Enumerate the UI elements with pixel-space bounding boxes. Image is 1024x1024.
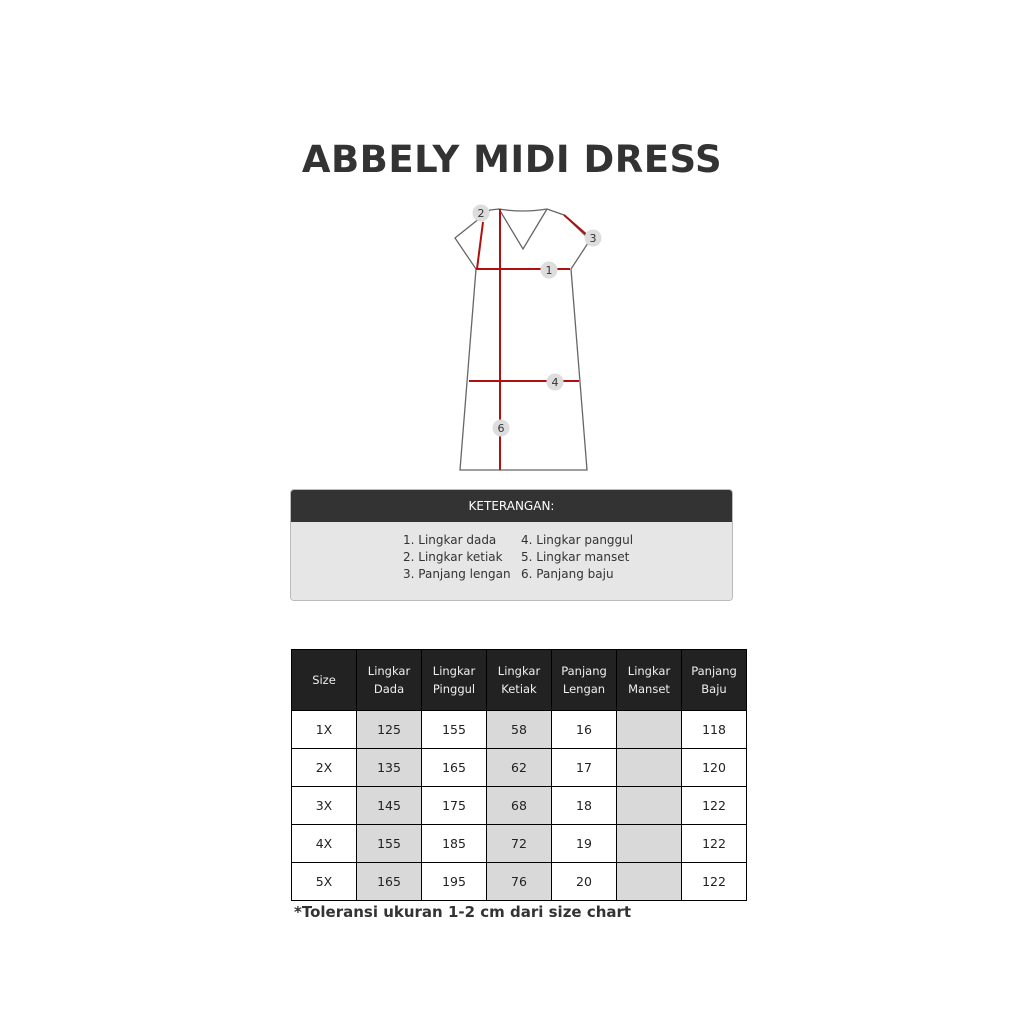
- table-row: 5X 165 195 76 20 122: [291, 862, 747, 901]
- column-header: Panjang Lengan: [551, 649, 617, 711]
- svg-text:6: 6: [498, 422, 505, 435]
- table-cell: 2X: [291, 748, 357, 787]
- table-cell: 76: [486, 862, 552, 901]
- marker-1: 1: [540, 261, 558, 279]
- svg-text:4: 4: [552, 376, 559, 389]
- table-row: 3X 145 175 68 18 122: [291, 786, 747, 825]
- table-cell: 165: [356, 862, 422, 901]
- table-cell: [616, 748, 682, 787]
- table-cell: [616, 824, 682, 863]
- table-cell: 155: [421, 710, 487, 749]
- table-cell: 4X: [291, 824, 357, 863]
- header-text: Ketiak: [501, 682, 537, 696]
- table-cell: 185: [421, 824, 487, 863]
- table-cell: 122: [681, 824, 747, 863]
- table-cell: 58: [486, 710, 552, 749]
- table-cell: 175: [421, 786, 487, 825]
- table-cell: 62: [486, 748, 552, 787]
- table-cell: 195: [421, 862, 487, 901]
- table-row: 1X 125 155 58 16 118: [291, 710, 747, 749]
- header-text: Panjang: [561, 664, 607, 678]
- header-text: Lingkar: [497, 664, 541, 678]
- legend-item: 1. Lingkar dada: [403, 533, 497, 547]
- column-header: Panjang Baju: [681, 649, 747, 711]
- line-2: [476, 221, 484, 270]
- table-cell: 3X: [291, 786, 357, 825]
- table-cell: 5X: [291, 862, 357, 901]
- table-cell: 145: [356, 786, 422, 825]
- table-cell: 135: [356, 748, 422, 787]
- header-text: Manset: [628, 682, 670, 696]
- legend-item: 5. Lingkar manset: [521, 550, 630, 564]
- svg-text:1: 1: [546, 264, 553, 277]
- dress-diagram: 2 3 1 4 6: [454, 204, 602, 471]
- header-text: Panjang: [691, 664, 737, 678]
- size-table: Size Lingkar Dada Lingkar Pinggul Lingkar Keti…: [291, 649, 747, 901]
- table-cell: 125: [356, 710, 422, 749]
- table-cell: 122: [681, 786, 747, 825]
- svg-text:3: 3: [590, 232, 597, 245]
- measure-lines: [469, 209, 588, 470]
- table-cell: 17: [551, 748, 617, 787]
- table-cell: 165: [421, 748, 487, 787]
- table-cell: [616, 862, 682, 901]
- table-cell: 118: [681, 710, 747, 749]
- legend-box: KETERANGAN: 1. Lingkar dada 2. Lingkar k…: [290, 489, 733, 601]
- table-cell: 120: [681, 748, 747, 787]
- dress-outline: [454, 208, 591, 471]
- legend-item: 3. Panjang lengan: [403, 567, 511, 581]
- table-cell: 155: [356, 824, 422, 863]
- table-cell: [616, 710, 682, 749]
- legend-right-column: 4. Lingkar panggul 5. Lingkar manset 6. …: [521, 532, 633, 583]
- legend-heading: KETERANGAN:: [291, 490, 732, 522]
- table-cell: 16: [551, 710, 617, 749]
- header-text: Lingkar: [432, 664, 476, 678]
- table-cell: 18: [551, 786, 617, 825]
- tolerance-note: *Toleransi ukuran 1-2 cm dari size chart: [294, 903, 632, 921]
- table-row: 4X 155 185 72 19 122: [291, 824, 747, 863]
- header-text: Lingkar: [367, 664, 411, 678]
- header-text: Lengan: [562, 682, 606, 696]
- table-cell: 122: [681, 862, 747, 901]
- marker-3: 3: [584, 229, 602, 247]
- marker-2: 2: [472, 204, 490, 222]
- header-text: Pinggul: [432, 682, 476, 696]
- table-cell: 20: [551, 862, 617, 901]
- header-text: Baju: [701, 682, 727, 696]
- table-row: 2X 135 165 62 17 120: [291, 748, 747, 787]
- table-cell: 19: [551, 824, 617, 863]
- column-header: Lingkar Dada: [356, 649, 422, 711]
- page-title: ABBELY MIDI DRESS: [301, 138, 723, 181]
- legend-item: 4. Lingkar panggul: [521, 533, 634, 547]
- header-text: Size: [312, 673, 336, 687]
- marker-6: 6: [492, 419, 510, 437]
- legend-left-column: 1. Lingkar dada 2. Lingkar ketiak 3. Pan…: [403, 532, 511, 583]
- column-header: Lingkar Ketiak: [486, 649, 552, 711]
- table-cell: 72: [486, 824, 552, 863]
- legend-item: 2. Lingkar ketiak: [403, 550, 503, 564]
- legend-item: 6. Panjang baju: [521, 567, 614, 581]
- line-3: [563, 214, 588, 236]
- header-text: Lingkar: [627, 664, 671, 678]
- marker-4: 4: [546, 373, 564, 391]
- header-text: Dada: [373, 682, 405, 696]
- column-header: Size: [291, 649, 357, 711]
- column-header: Lingkar Manset: [616, 649, 682, 711]
- svg-text:2: 2: [478, 207, 485, 220]
- table-cell: 68: [486, 786, 552, 825]
- column-header: Lingkar Pinggul: [421, 649, 487, 711]
- table-cell: [616, 786, 682, 825]
- table-cell: 1X: [291, 710, 357, 749]
